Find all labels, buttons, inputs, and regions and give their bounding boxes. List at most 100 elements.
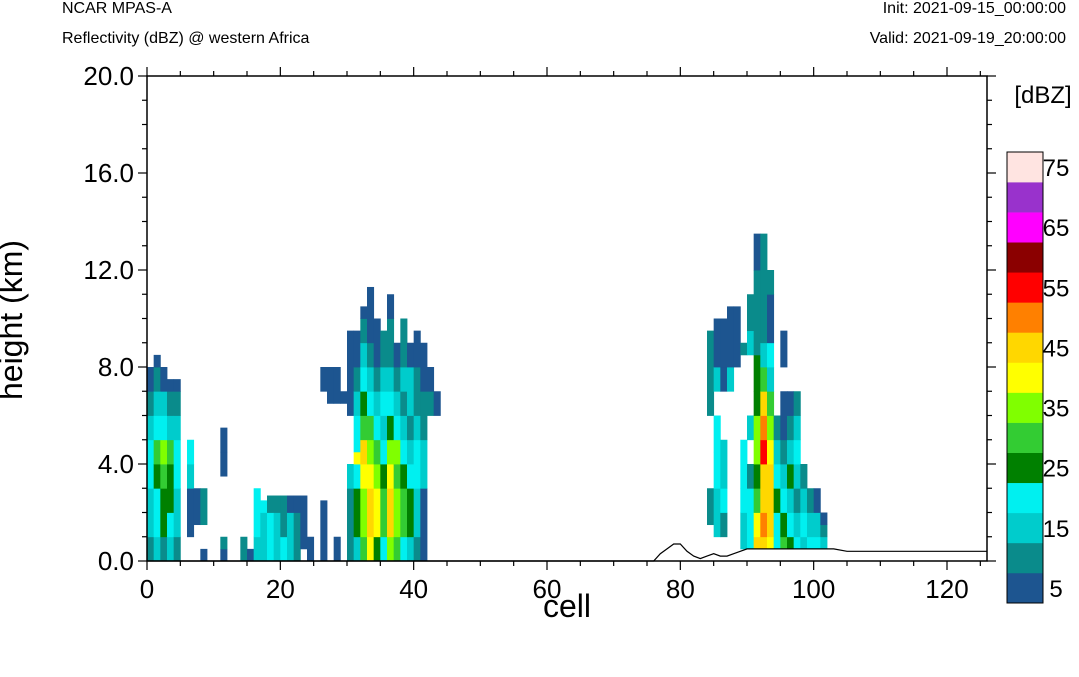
reflectivity-cell [747,415,755,441]
reflectivity-cell [407,367,415,416]
reflectivity-cell [433,391,441,416]
reflectivity-cell [307,536,315,562]
reflectivity-cell [400,318,408,368]
reflectivity-cell [167,391,175,416]
x-tick-label: 20 [266,574,295,604]
reflectivity-cell [167,536,175,562]
colorbar-swatch [1007,392,1043,423]
reflectivity-cell [747,488,755,513]
reflectivity-cell [147,488,155,538]
reflectivity-cell [407,342,415,368]
reflectivity-cell [367,415,375,441]
reflectivity-cell [427,367,435,392]
reflectivity-cell [367,342,375,368]
reflectivity-cell [187,464,195,489]
reflectivity-cell [413,415,421,441]
y-tick-label: 16.0 [83,158,134,188]
reflectivity-cell [387,318,395,368]
reflectivity-cell [220,427,228,453]
colorbar-tick-label: 35 [1043,396,1070,423]
reflectivity-cell [393,415,401,441]
colorbar-swatch [1007,422,1043,453]
colorbar-label: [dBZ] [1014,82,1071,109]
reflectivity-cell [380,464,388,489]
reflectivity-cell [400,488,408,538]
reflectivity-cell [780,488,788,513]
reflectivity-cell [153,391,161,416]
reflectivity-cell [800,512,808,538]
colorbar-swatch [1007,302,1043,333]
y-tick-label: 20.0 [83,61,134,91]
reflectivity-cell [387,294,395,319]
reflectivity-cell [353,367,361,392]
reflectivity-cell [360,391,368,416]
colorbar-tick-label: 45 [1043,335,1070,362]
reflectivity-cell [353,415,361,453]
reflectivity-cell [360,318,368,344]
reflectivity-cell [173,439,181,489]
reflectivity-cell [787,391,795,416]
reflectivity-cell [767,536,775,550]
x-tick-label: 40 [399,574,428,604]
reflectivity-cell [360,536,368,562]
reflectivity-cell [753,464,761,489]
reflectivity-cell [167,439,175,465]
reflectivity-cell [373,536,381,562]
x-tick-label: 60 [533,574,562,604]
colorbar-tick-label: 15 [1043,516,1070,543]
reflectivity-cell [407,415,415,441]
reflectivity-cell [387,367,395,392]
reflectivity-cell [387,415,395,441]
reflectivity-cell [273,495,281,513]
reflectivity-cell [387,488,395,538]
reflectivity-cell [353,330,361,368]
reflectivity-cell [740,488,748,513]
reflectivity-cell [267,512,275,562]
reflectivity-cell [747,464,755,489]
reflectivity-cell [780,439,788,465]
reflectivity-cell [813,512,821,538]
reflectivity-cell [387,391,395,416]
reflectivity-cell [293,512,301,562]
colorbar-tick-label: 55 [1043,275,1070,302]
colorbar-swatch [1007,452,1043,484]
reflectivity-cell [413,536,421,562]
reflectivity-cell [380,391,388,416]
reflectivity-cell [780,512,788,538]
reflectivity-cell [320,367,328,392]
colorbar-swatch [1007,332,1043,363]
reflectivity-cell [187,439,195,465]
reflectivity-cell [713,415,721,453]
reflectivity-cell [753,354,761,392]
reflectivity-cell [747,512,755,550]
colorbar-tick-label: 75 [1043,155,1070,182]
reflectivity-cell [767,342,775,368]
reflectivity-cell [160,488,168,538]
reflectivity-cell [407,536,415,562]
x-tick-label: 80 [666,574,695,604]
reflectivity-cell [220,548,228,562]
reflectivity-cell [367,439,375,465]
reflectivity-cell [393,367,401,392]
reflectivity-cell [360,342,368,368]
reflectivity-cell [787,415,795,441]
reflectivity-cell [807,488,815,513]
reflectivity-cells [147,233,828,562]
reflectivity-cell [820,536,828,550]
x-axis-label: cell [543,588,591,624]
reflectivity-cell [407,488,415,538]
reflectivity-cell [773,439,781,465]
reflectivity-cell [173,488,181,538]
reflectivity-cell [753,270,761,356]
reflectivity-cell [413,367,421,416]
colorbar-swatch [1007,152,1043,183]
reflectivity-cell [340,391,348,404]
reflectivity-cell [393,342,401,368]
reflectivity-cell [373,488,381,538]
reflectivity-cell [800,536,808,550]
reflectivity-cell [793,391,801,416]
reflectivity-cell [713,318,721,368]
reflectivity-cell [360,367,368,392]
reflectivity-cell [807,512,815,538]
reflectivity-cell [413,330,421,368]
